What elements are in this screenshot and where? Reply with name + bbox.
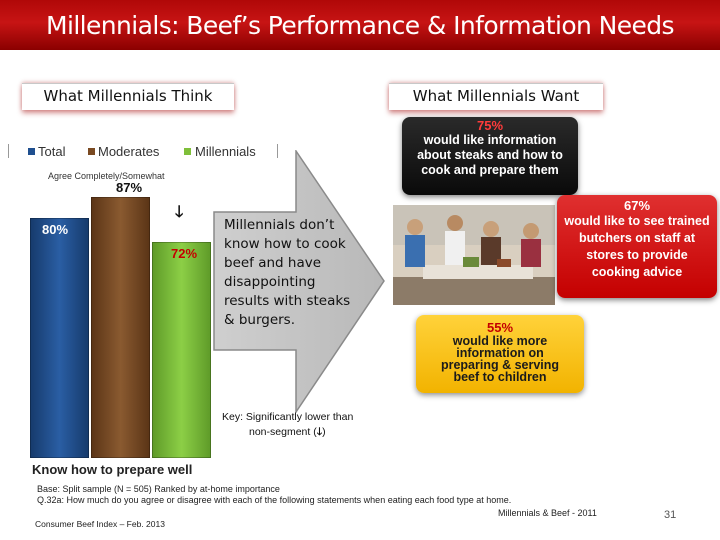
- question-note: Q.32a: How much do you agree or disagree…: [37, 495, 512, 505]
- info-box-butchers: 67% would like to see trained butchers o…: [557, 195, 717, 298]
- info-box-butchers-pct: 67%: [623, 198, 651, 213]
- significance-key: Key: Significantly lower than non-segmen…: [222, 410, 353, 440]
- info-box-children-text: would like more information on preparing…: [440, 334, 560, 384]
- right-heading: What Millennials Want: [389, 83, 603, 110]
- legend-label-moderates: Moderates: [98, 144, 160, 159]
- legend-swatch-total: [28, 148, 35, 155]
- legend-label-total: Total: [38, 144, 66, 159]
- key-line-2-end: ): [322, 426, 326, 438]
- key-line-2: non-segment (: [249, 426, 317, 438]
- legend-swatch-millennials: [184, 148, 191, 155]
- key-line-1: Key: Significantly lower than: [222, 411, 354, 423]
- callout-text: Millennials don’t know how to cook beef …: [224, 217, 351, 328]
- x-axis-label: Know how to prepare well: [32, 462, 193, 477]
- legend-swatch-moderates: [88, 148, 95, 155]
- reference-note: Millennials & Beef - 2011: [498, 508, 597, 518]
- left-heading: What Millennials Think: [22, 83, 234, 110]
- info-box-steaks: 75% would like information about steaks …: [402, 117, 578, 195]
- legend-separator-right: [277, 144, 278, 158]
- significance-arrow-icon: 🡓: [175, 204, 184, 221]
- bar-total: [30, 218, 89, 458]
- info-box-children-pct: 55%: [486, 320, 514, 335]
- page-number: 31: [664, 509, 677, 521]
- source-note: Consumer Beef Index – Feb. 2013: [35, 519, 165, 529]
- bar-label-millennials: 72%: [171, 246, 198, 261]
- slide-title: Millennials: Beef’s Performance & Inform…: [46, 11, 675, 40]
- callout-arrow-shape: [213, 150, 385, 413]
- legend-separator: [8, 144, 9, 158]
- info-box-butchers-text: would like to see trained butchers on st…: [564, 214, 710, 279]
- key-arrow-icon: 🡓: [316, 426, 323, 438]
- info-box-children: 55% would like more information on prepa…: [416, 315, 584, 393]
- info-box-steaks-pct: 75%: [476, 118, 504, 133]
- legend-label-millennials: Millennials: [195, 144, 256, 159]
- bar-millennials: [152, 242, 211, 458]
- base-note: Base: Split sample (N = 505) Ranked by a…: [37, 484, 280, 494]
- bar-label-total: 80%: [42, 222, 69, 237]
- bar-label-moderates: 87%: [116, 180, 143, 195]
- people-cooking-photo: [393, 205, 555, 305]
- info-box-steaks-text: would like information about steaks and …: [417, 133, 563, 177]
- bar-moderates: [91, 197, 150, 458]
- title-bar: [0, 0, 720, 50]
- agree-label: Agree Completely/Somewhat: [48, 171, 165, 181]
